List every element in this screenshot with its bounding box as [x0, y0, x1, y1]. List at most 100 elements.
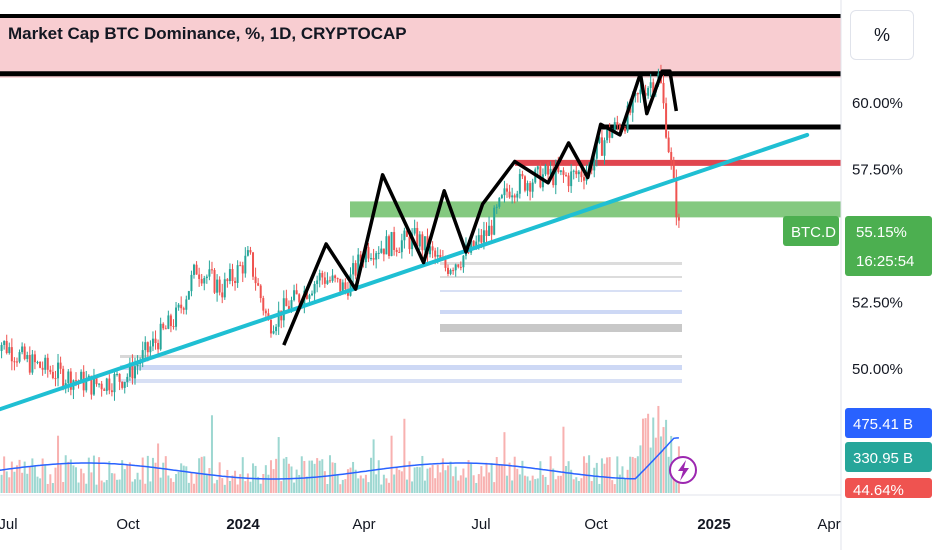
candle-body [506, 188, 509, 192]
volume-bar [26, 473, 29, 493]
volume-bar [275, 458, 278, 493]
candle-body [572, 170, 575, 172]
candle-body [462, 255, 465, 268]
volume-bar [257, 476, 260, 493]
candle-body [665, 103, 668, 138]
volume-bar [621, 466, 624, 493]
volume-bar [77, 482, 80, 493]
candle-body [0, 344, 3, 351]
candle-body [390, 232, 393, 257]
volume-bar [313, 463, 316, 493]
candle-body [259, 285, 262, 299]
volume-bar [495, 457, 498, 493]
volume-bar [390, 435, 393, 493]
candle-body [526, 183, 529, 191]
candle-body [652, 82, 655, 93]
candle-body [305, 290, 308, 299]
candle-body [36, 361, 39, 363]
price-candles [0, 64, 680, 401]
volume-bar [603, 463, 606, 493]
x-axis[interactable]: Jul Oct 2024 Apr Jul Oct 2025 Apr [0, 516, 841, 533]
candle-body [649, 82, 652, 88]
candle-body [395, 249, 398, 253]
volume-bar [652, 417, 655, 493]
volume-bar [195, 473, 198, 493]
volume-bar [131, 481, 134, 493]
volume-bar [167, 475, 170, 493]
zones-layer [0, 14, 841, 218]
volume-bar [462, 468, 465, 493]
volume-bar [64, 455, 67, 493]
volume-bar [426, 468, 429, 493]
volume-bar [647, 413, 650, 493]
candle-body [113, 374, 116, 393]
volume-ma-badge [845, 408, 932, 438]
volume-bar [534, 479, 537, 493]
volume-bar [608, 457, 611, 493]
candle-body [375, 253, 378, 260]
candle-body [313, 283, 316, 294]
volume-bar [259, 483, 262, 493]
volume-bar [649, 447, 652, 493]
volume-bar [290, 466, 293, 493]
volume-bar [411, 481, 414, 493]
candle-body [39, 361, 42, 368]
volume-bar [565, 466, 568, 493]
volume-bar [600, 458, 603, 493]
lightning-icon[interactable] [669, 456, 697, 484]
candle-body [216, 279, 219, 293]
volume-bar [370, 457, 373, 493]
candle-body [508, 191, 511, 198]
volume-bar [554, 479, 557, 493]
last-value-badge [845, 216, 932, 276]
candle-body [331, 275, 334, 281]
volume-bar [618, 474, 621, 493]
volume-bar [185, 466, 188, 493]
candle-body [51, 371, 54, 379]
volume-bar [529, 480, 532, 493]
volume-bar [87, 457, 90, 493]
chart-title: Market Cap BTC Dominance, %, 1D, CRYPTOC… [8, 24, 407, 43]
unit-toggle-button[interactable]: % [850, 10, 914, 60]
volume-bar [665, 419, 668, 493]
candle-body [449, 270, 452, 274]
candle-body [475, 241, 478, 249]
candle-body [285, 298, 288, 307]
volume-bar [472, 475, 475, 493]
volume-bar [249, 481, 252, 493]
candle-body [90, 375, 93, 395]
candle-body [159, 323, 162, 350]
volume-bar [13, 471, 16, 493]
volume-bar [223, 484, 226, 493]
volume-bar [580, 478, 583, 493]
y-axis[interactable]: 60.00% 57.50% 52.50% 50.00% [852, 95, 903, 378]
volume-bar [221, 478, 224, 493]
candle-body [249, 250, 252, 253]
volume-bar [667, 456, 670, 493]
liquidity-bar [440, 290, 682, 292]
volume-bar [375, 474, 378, 493]
volume-bar [95, 484, 98, 493]
candle-body [98, 383, 101, 385]
candle-body [162, 323, 165, 329]
candle-body [136, 364, 139, 367]
candle-body [367, 247, 370, 259]
volume-bar [241, 457, 244, 493]
volume-bar [393, 474, 396, 493]
volume-bar [454, 466, 457, 493]
candle-body [59, 362, 62, 369]
candle-body [559, 170, 562, 172]
volume-bar [164, 456, 167, 493]
candle-body [116, 373, 119, 375]
volume-bar [644, 418, 647, 493]
candle-body [326, 280, 329, 284]
x-tick-label: 2025 [697, 516, 730, 533]
volume-bar [593, 467, 596, 493]
volume-bar [326, 483, 329, 493]
candle-body [44, 357, 47, 370]
volume-bar [285, 457, 288, 493]
liquidity-bar [120, 379, 682, 383]
volume-bar [334, 462, 337, 493]
volume-bar [598, 483, 601, 493]
